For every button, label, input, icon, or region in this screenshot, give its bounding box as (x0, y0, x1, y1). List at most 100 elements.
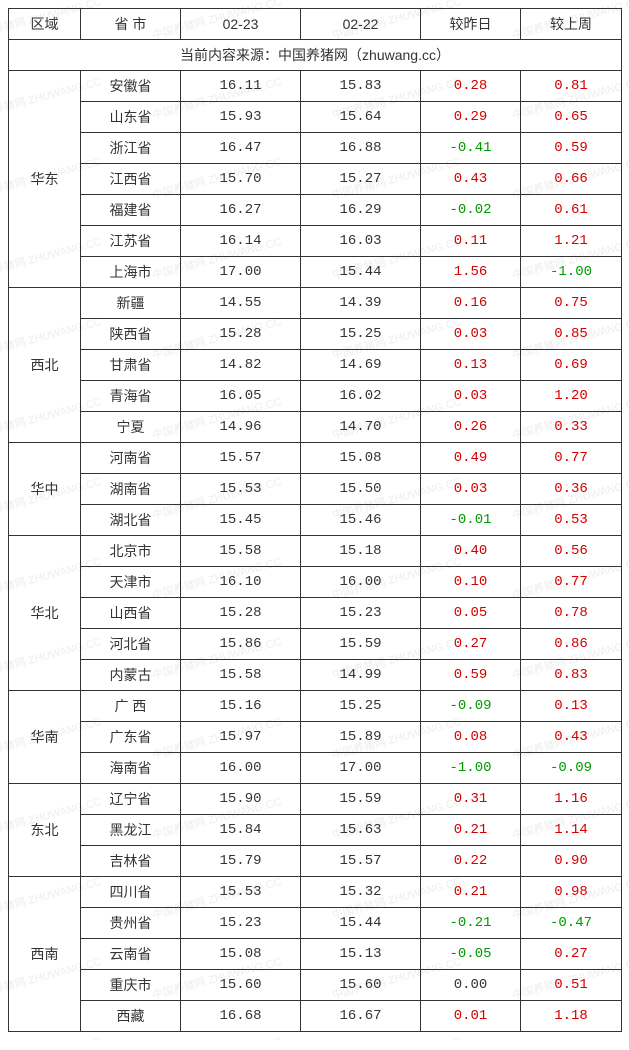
value-date1: 16.10 (181, 567, 301, 598)
value-vs-yesterday: -0.41 (421, 133, 521, 164)
header-date2: 02-22 (301, 9, 421, 40)
region-cell: 华南 (9, 691, 81, 784)
value-vs-yesterday: 0.10 (421, 567, 521, 598)
price-table: 区域 省 市 02-23 02-22 较昨日 较上周 当前内容来源：中国养猪网（… (8, 8, 622, 1032)
value-date2: 15.57 (301, 846, 421, 877)
value-date2: 15.59 (301, 784, 421, 815)
province-cell: 青海省 (81, 381, 181, 412)
province-cell: 安徽省 (81, 71, 181, 102)
table-row: 西北新疆14.5514.390.160.75 (9, 288, 622, 319)
value-vs-yesterday: 0.43 (421, 164, 521, 195)
region-cell: 华北 (9, 536, 81, 691)
value-vs-lastweek: 0.27 (521, 939, 622, 970)
value-vs-yesterday: 0.59 (421, 660, 521, 691)
value-vs-lastweek: -1.00 (521, 257, 622, 288)
province-cell: 河南省 (81, 443, 181, 474)
value-date2: 15.44 (301, 908, 421, 939)
value-vs-yesterday: 0.13 (421, 350, 521, 381)
province-cell: 上海市 (81, 257, 181, 288)
province-cell: 内蒙古 (81, 660, 181, 691)
table-row: 广东省15.9715.890.080.43 (9, 722, 622, 753)
value-vs-lastweek: 0.86 (521, 629, 622, 660)
value-date2: 15.23 (301, 598, 421, 629)
value-date2: 16.02 (301, 381, 421, 412)
value-vs-lastweek: 1.16 (521, 784, 622, 815)
province-cell: 海南省 (81, 753, 181, 784)
value-vs-lastweek: 1.14 (521, 815, 622, 846)
header-province: 省 市 (81, 9, 181, 40)
province-cell: 重庆市 (81, 970, 181, 1001)
table-row: 上海市17.0015.441.56-1.00 (9, 257, 622, 288)
value-vs-yesterday: 0.29 (421, 102, 521, 133)
source-cell: 当前内容来源：中国养猪网（zhuwang.cc） (9, 40, 622, 71)
province-cell: 江苏省 (81, 226, 181, 257)
value-vs-yesterday: 0.27 (421, 629, 521, 660)
value-vs-yesterday: -0.05 (421, 939, 521, 970)
value-vs-lastweek: -0.09 (521, 753, 622, 784)
value-date1: 15.58 (181, 660, 301, 691)
table-row: 浙江省16.4716.88-0.410.59 (9, 133, 622, 164)
value-vs-lastweek: 0.90 (521, 846, 622, 877)
table-row: 天津市16.1016.000.100.77 (9, 567, 622, 598)
table-row: 湖北省15.4515.46-0.010.53 (9, 505, 622, 536)
value-vs-lastweek: 0.85 (521, 319, 622, 350)
value-date1: 14.55 (181, 288, 301, 319)
table-row: 湖南省15.5315.500.030.36 (9, 474, 622, 505)
value-vs-lastweek: 0.43 (521, 722, 622, 753)
value-date2: 15.46 (301, 505, 421, 536)
value-vs-yesterday: -0.21 (421, 908, 521, 939)
table-row: 黑龙江15.8415.630.211.14 (9, 815, 622, 846)
value-date1: 15.53 (181, 877, 301, 908)
value-vs-lastweek: 0.51 (521, 970, 622, 1001)
table-row: 华南广 西15.1615.25-0.090.13 (9, 691, 622, 722)
value-vs-yesterday: 0.01 (421, 1001, 521, 1032)
value-date2: 16.00 (301, 567, 421, 598)
value-vs-yesterday: 0.16 (421, 288, 521, 319)
source-row: 当前内容来源：中国养猪网（zhuwang.cc） (9, 40, 622, 71)
header-region: 区域 (9, 9, 81, 40)
province-cell: 浙江省 (81, 133, 181, 164)
value-date2: 16.88 (301, 133, 421, 164)
value-date1: 14.96 (181, 412, 301, 443)
value-date2: 15.27 (301, 164, 421, 195)
value-vs-lastweek: 0.66 (521, 164, 622, 195)
value-vs-lastweek: 0.77 (521, 443, 622, 474)
province-cell: 四川省 (81, 877, 181, 908)
province-cell: 甘肃省 (81, 350, 181, 381)
value-vs-lastweek: 0.78 (521, 598, 622, 629)
province-cell: 湖北省 (81, 505, 181, 536)
value-vs-lastweek: 0.53 (521, 505, 622, 536)
value-vs-lastweek: 0.69 (521, 350, 622, 381)
value-date2: 16.67 (301, 1001, 421, 1032)
region-cell: 东北 (9, 784, 81, 877)
value-date1: 15.23 (181, 908, 301, 939)
province-cell: 河北省 (81, 629, 181, 660)
value-vs-lastweek: 0.61 (521, 195, 622, 226)
value-vs-lastweek: 1.18 (521, 1001, 622, 1032)
value-vs-yesterday: 0.03 (421, 474, 521, 505)
value-vs-yesterday: -0.02 (421, 195, 521, 226)
table-row: 内蒙古15.5814.990.590.83 (9, 660, 622, 691)
value-vs-lastweek: 0.59 (521, 133, 622, 164)
value-date1: 14.82 (181, 350, 301, 381)
value-date2: 15.32 (301, 877, 421, 908)
table-row: 宁夏14.9614.700.260.33 (9, 412, 622, 443)
province-cell: 广东省 (81, 722, 181, 753)
region-cell: 华东 (9, 71, 81, 288)
value-date2: 14.39 (301, 288, 421, 319)
value-date1: 16.27 (181, 195, 301, 226)
province-cell: 山东省 (81, 102, 181, 133)
value-date1: 15.28 (181, 598, 301, 629)
province-cell: 新疆 (81, 288, 181, 319)
table-row: 山西省15.2815.230.050.78 (9, 598, 622, 629)
value-vs-lastweek: -0.47 (521, 908, 622, 939)
value-date1: 16.68 (181, 1001, 301, 1032)
value-vs-lastweek: 0.81 (521, 71, 622, 102)
value-vs-yesterday: 0.21 (421, 877, 521, 908)
value-date1: 15.08 (181, 939, 301, 970)
table-row: 重庆市15.6015.600.000.51 (9, 970, 622, 1001)
value-date2: 15.18 (301, 536, 421, 567)
header-row: 区域 省 市 02-23 02-22 较昨日 较上周 (9, 9, 622, 40)
value-date2: 15.25 (301, 319, 421, 350)
value-date2: 16.29 (301, 195, 421, 226)
